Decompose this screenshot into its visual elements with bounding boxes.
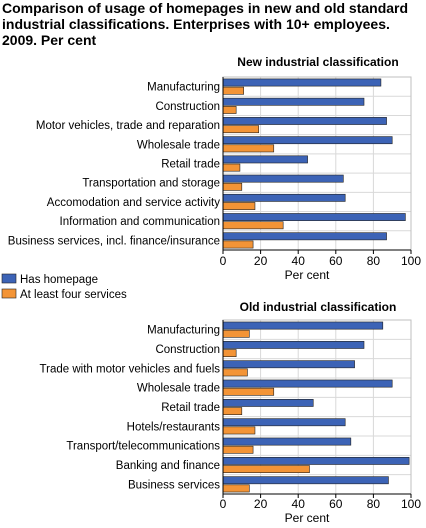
x-tick-label: 80	[367, 497, 381, 511]
legend-label: At least four services	[20, 289, 127, 301]
category-label: Wholesale trade	[137, 383, 220, 395]
x-tick-label: 40	[292, 497, 306, 511]
category-label: Information and communication	[60, 216, 220, 228]
category-label: Accomodation and service activity	[47, 197, 220, 209]
bar-four-services	[222, 445, 254, 454]
x-tick-label: 100	[401, 254, 421, 268]
bar-has-homepage	[222, 213, 406, 221]
bar-has-homepage	[222, 136, 393, 145]
category-label: Business services	[128, 479, 220, 491]
bar-four-services	[222, 125, 260, 134]
bar-has-homepage	[222, 456, 410, 465]
x-tick-label: 100	[401, 497, 421, 511]
bar-four-services	[222, 182, 243, 191]
x-tick-label: 60	[329, 497, 343, 511]
category-label: Construction	[155, 344, 220, 356]
bar-four-services	[222, 86, 244, 95]
chart-title: Comparison of usage of homepages in new …	[2, 0, 409, 48]
x-tick-label: 0	[220, 497, 227, 511]
bar-four-services	[222, 240, 254, 249]
category-label: Trade with motor vehicles and fuels	[40, 363, 221, 375]
x-tick-label: 20	[254, 254, 268, 268]
bar-has-homepage	[222, 321, 384, 330]
panel-title: New industrial classification	[237, 55, 398, 69]
category-label: Retail trade	[161, 402, 220, 414]
bar-four-services	[222, 221, 284, 230]
legend-swatch	[1, 288, 17, 299]
bar-has-homepage	[222, 418, 346, 427]
legend-label: Has homepage	[20, 274, 98, 286]
bar-four-services	[222, 106, 237, 114]
plot-area	[223, 320, 411, 494]
panel-title: Old industrial classification	[240, 300, 397, 314]
bar-has-homepage	[222, 117, 387, 125]
category-label: Manufacturing	[147, 325, 220, 337]
bar-four-services	[222, 484, 250, 493]
x-tick-label: 20	[254, 497, 268, 511]
bar-has-homepage	[222, 174, 344, 183]
category-label: Construction	[155, 101, 220, 113]
bar-four-services	[222, 163, 241, 172]
x-tick-label: 40	[292, 254, 306, 268]
bar-has-homepage	[222, 193, 346, 202]
legend-swatch	[1, 273, 17, 284]
bar-has-homepage	[222, 232, 387, 241]
bar-has-homepage	[222, 360, 355, 369]
bar-has-homepage	[222, 476, 389, 485]
category-label: Manufacturing	[147, 82, 220, 94]
category-label: Hotels/restaurants	[127, 421, 221, 433]
category-label: Transport/telecommunications	[66, 441, 220, 453]
bar-four-services	[222, 387, 275, 396]
bar-four-services	[222, 202, 256, 210]
bar-has-homepage	[222, 379, 393, 388]
category-label: Banking and finance	[116, 460, 220, 472]
bar-four-services	[222, 368, 248, 377]
bar-four-services	[222, 426, 256, 435]
bar-four-services	[222, 407, 243, 415]
bar-four-services	[222, 329, 250, 338]
bar-has-homepage	[222, 437, 352, 446]
x-axis-label: Per cent	[285, 511, 330, 525]
bar-has-homepage	[222, 155, 308, 164]
bar-has-homepage	[222, 340, 365, 349]
bar-has-homepage	[222, 398, 314, 407]
category-label: Retail trade	[161, 159, 220, 171]
category-label: Business services, incl. finance/insuran…	[8, 235, 220, 247]
plot-area	[223, 77, 411, 250]
x-tick-label: 0	[220, 254, 227, 268]
x-tick-label: 60	[329, 254, 343, 268]
category-label: Motor vehicles, trade and reparation	[36, 120, 220, 132]
x-axis-label: Per cent	[285, 268, 330, 282]
category-label: Wholesale trade	[137, 139, 220, 151]
bar-four-services	[222, 349, 237, 357]
bar-four-services	[222, 465, 310, 473]
category-label: Transportation and storage	[82, 178, 220, 190]
bar-has-homepage	[222, 97, 365, 106]
x-tick-label: 80	[367, 254, 381, 268]
bar-has-homepage	[222, 78, 382, 87]
bar-four-services	[222, 144, 275, 153]
